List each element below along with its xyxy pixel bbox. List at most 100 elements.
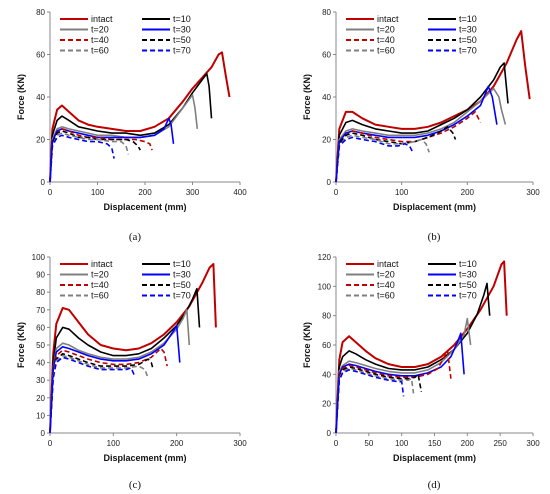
y-tick-label: 40	[322, 370, 331, 379]
legend-label: t=10	[173, 259, 191, 269]
series-line-t20	[335, 317, 472, 434]
legend-label: t=20	[91, 270, 109, 280]
x-tick-label: 200	[461, 439, 475, 448]
panel-caption: (b)	[428, 231, 441, 243]
x-tick-label: 300	[526, 188, 540, 197]
series-line-t50	[49, 130, 141, 183]
panel-caption: (c)	[129, 479, 142, 491]
x-axis-label: Displacement (mm)	[393, 202, 476, 212]
legend-label: intact	[377, 259, 399, 269]
series-line-t30	[49, 117, 175, 183]
legend-label: t=40	[377, 35, 395, 45]
legend-label: t=30	[173, 25, 191, 35]
legend-label: t=30	[173, 270, 191, 280]
legend-label: t=20	[377, 25, 395, 35]
x-tick-label: 100	[395, 188, 409, 197]
y-tick-label: 90	[36, 271, 45, 280]
legend-label: t=40	[91, 35, 109, 45]
series-line-t10	[49, 72, 213, 183]
legend-label: t=50	[173, 280, 191, 290]
legend-label: t=50	[459, 35, 477, 45]
y-tick-label: 80	[36, 288, 45, 297]
series-line-intact	[49, 263, 217, 434]
x-tick-label: 100	[91, 188, 105, 197]
legend-label: t=40	[91, 280, 109, 290]
x-tick-label: 300	[526, 439, 540, 448]
series-line-t60	[335, 367, 415, 434]
series-line-intact	[335, 30, 531, 183]
x-tick-label: 0	[48, 439, 53, 448]
legend-label: t=10	[459, 259, 477, 269]
y-tick-label: 30	[36, 376, 45, 385]
series-line-intact	[49, 51, 231, 183]
legend-label: t=30	[459, 25, 477, 35]
panel-a: 0 20 40 60 80 0 100 200 300 400 Displacement (mm) F…	[16, 8, 247, 243]
legend-label: t=60	[91, 291, 109, 301]
series-line-t50	[335, 366, 423, 434]
series-line-t20	[335, 87, 507, 183]
y-tick-label: 70	[36, 306, 45, 315]
legend-label: t=70	[459, 291, 477, 301]
series-line-t10	[335, 282, 491, 434]
y-axis-label: Force (KN)	[302, 322, 312, 368]
y-tick-label: 80	[36, 8, 45, 17]
y-tick-label: 0	[327, 178, 332, 187]
y-tick-label: 40	[36, 359, 45, 368]
legend-label: intact	[377, 14, 399, 24]
y-tick-label: 100	[32, 253, 46, 262]
y-tick-label: 60	[36, 51, 45, 60]
legend-label: t=20	[377, 270, 395, 280]
panel-b: 0 20 40 60 80 0 100 200 300 Displacement (mm) Forc…	[302, 8, 540, 243]
y-axis-label: Force (KN)	[16, 322, 26, 368]
x-tick-label: 0	[334, 439, 339, 448]
x-tick-label: 100	[107, 439, 121, 448]
series-line-t70	[335, 136, 414, 183]
legend-label: t=50	[459, 280, 477, 290]
series-line-t70	[335, 369, 405, 434]
x-tick-label: 250	[493, 439, 507, 448]
series-line-t60	[49, 132, 130, 183]
legend-label: t=10	[459, 14, 477, 24]
series-line-t40	[335, 350, 452, 434]
panel-caption: (d)	[428, 479, 441, 491]
x-tick-label: 300	[233, 439, 247, 448]
panel-d: 0 20 40 60 80 100 120 0 50 100 150 200 250 300 Displac…	[302, 253, 540, 491]
y-tick-label: 50	[36, 341, 45, 350]
y-tick-label: 20	[36, 394, 45, 403]
x-tick-label: 200	[170, 439, 184, 448]
series-line-intact	[335, 260, 508, 434]
y-tick-label: 20	[36, 136, 45, 145]
y-tick-label: 40	[36, 93, 45, 102]
legend-label: t=60	[377, 46, 395, 56]
y-axis-label: Force (KN)	[302, 74, 312, 120]
legend-label: t=60	[91, 46, 109, 56]
y-axis-label: Force (KN)	[16, 74, 26, 120]
legend-label: t=60	[377, 291, 395, 301]
x-tick-label: 0	[48, 188, 53, 197]
x-axis-label: Displacement (mm)	[103, 453, 186, 463]
panel-c: 0 10 20 30 40 50 60 70 80 90 100 0 100 200 300 Displace…	[16, 253, 247, 491]
x-tick-label: 300	[186, 188, 200, 197]
series-line-t60	[49, 354, 149, 434]
x-tick-label: 100	[395, 439, 409, 448]
x-axis-label: Displacement (mm)	[103, 202, 186, 212]
legend-label: intact	[91, 259, 113, 269]
legend-label: t=30	[459, 270, 477, 280]
y-tick-label: 0	[327, 429, 332, 438]
x-tick-label: 150	[428, 439, 442, 448]
y-tick-label: 40	[322, 93, 331, 102]
legend-label: t=10	[173, 14, 191, 24]
y-tick-label: 0	[41, 429, 46, 438]
series-line-t30	[49, 324, 181, 434]
legend-label: intact	[91, 14, 113, 24]
y-tick-label: 20	[322, 136, 331, 145]
y-tick-label: 100	[318, 282, 332, 291]
series-line-t40	[49, 347, 168, 434]
y-tick-label: 10	[36, 411, 45, 420]
series-line-t50	[49, 352, 154, 434]
series-line-t50	[335, 126, 457, 183]
x-axis-label: Displacement (mm)	[393, 453, 476, 463]
legend-label: t=70	[173, 291, 191, 301]
y-tick-label: 20	[322, 400, 331, 409]
legend-label: t=70	[173, 46, 191, 56]
